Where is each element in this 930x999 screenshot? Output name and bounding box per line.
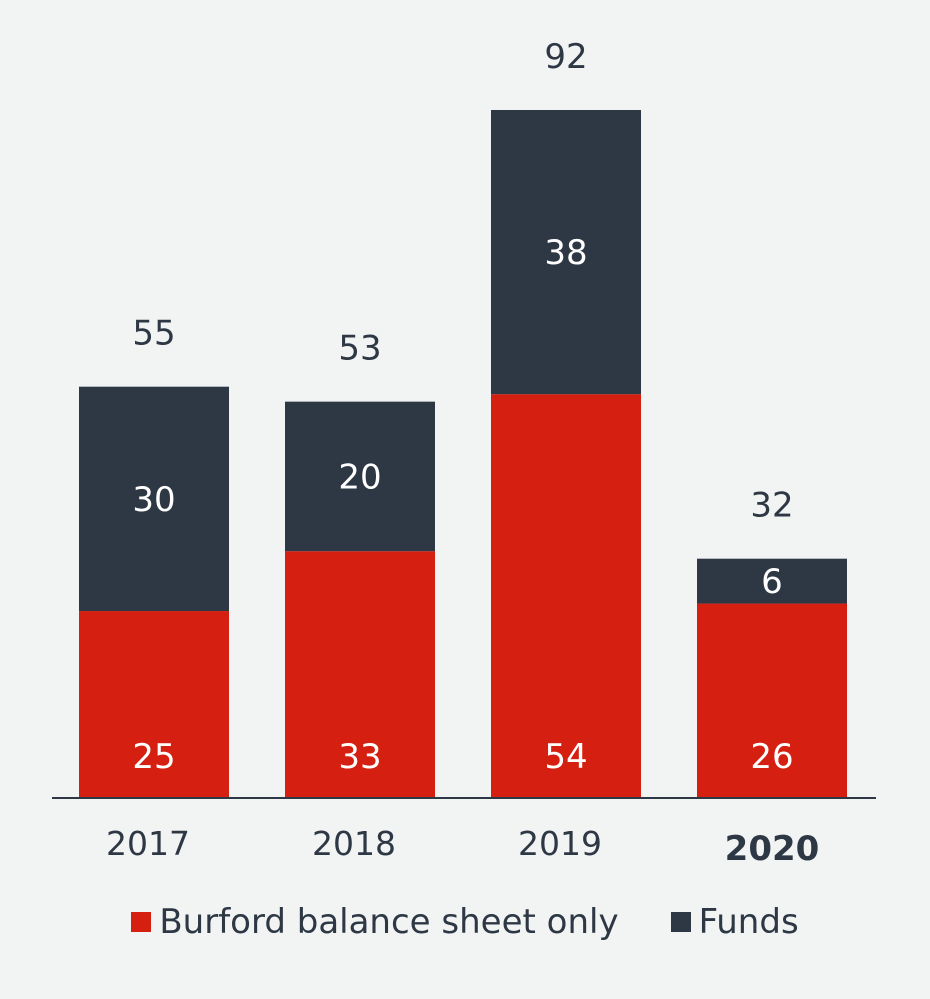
x-tick-label-2017: 2017 [106, 824, 190, 863]
legend-swatch-balance-sheet [131, 912, 152, 932]
value-label-balance-sheet-2020: 26 [750, 737, 793, 777]
bars-layer [79, 110, 847, 798]
bar-chart: 25 30 55 2017 33 20 53 2018 54 38 92 2019 26 6 32 2020 [52, 37, 876, 869]
legend-item-funds: Funds [670, 902, 799, 942]
value-label-balance-sheet-2019: 54 [544, 737, 587, 777]
legend: Burford balance sheet only Funds [0, 902, 930, 942]
bar-funds-2017 [79, 386, 229, 612]
bar-funds-2018 [285, 401, 435, 552]
value-label-funds-2018: 20 [338, 457, 381, 497]
value-label-balance-sheet-2017: 25 [132, 737, 175, 777]
total-label-2018: 53 [338, 329, 381, 369]
x-tick-label-2019: 2019 [518, 824, 602, 863]
bar-balance-sheet-2019 [491, 394, 641, 798]
value-label-funds-2017: 30 [132, 480, 175, 520]
labels-layer: 25 30 55 2017 33 20 53 2018 54 38 92 2019 26 6 32 2020 [106, 37, 819, 869]
total-label-2020: 32 [750, 486, 793, 526]
legend-swatch-funds [670, 912, 691, 932]
x-tick-label-2020: 2020 [725, 829, 820, 869]
bar-balance-sheet-2017 [79, 611, 229, 798]
legend-item-balance-sheet: Burford balance sheet only [131, 902, 619, 942]
bar-balance-sheet-2020 [697, 603, 847, 798]
value-label-funds-2019: 38 [544, 233, 587, 273]
total-label-2017: 55 [132, 314, 175, 354]
legend-label-balance-sheet: Burford balance sheet only [159, 902, 619, 942]
legend-label-funds: Funds [698, 902, 799, 942]
value-label-funds-2020: 6 [761, 562, 783, 602]
bar-funds-2020 [697, 558, 847, 604]
value-label-balance-sheet-2018: 33 [338, 737, 381, 777]
bar-funds-2019 [491, 110, 641, 395]
total-label-2019: 92 [544, 37, 587, 77]
x-tick-label-2018: 2018 [312, 824, 396, 863]
bar-balance-sheet-2018 [285, 551, 435, 798]
